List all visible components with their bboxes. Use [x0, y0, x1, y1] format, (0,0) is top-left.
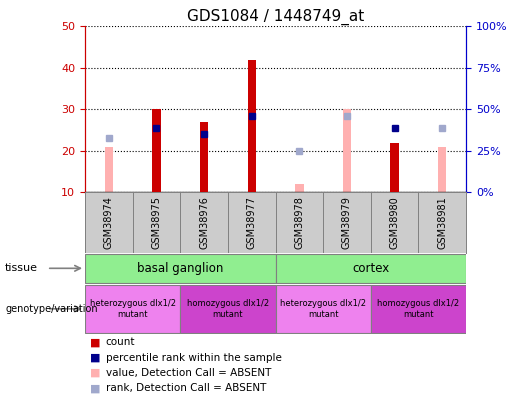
Bar: [85, 284, 180, 333]
Text: value, Detection Call = ABSENT: value, Detection Call = ABSENT: [106, 368, 271, 378]
Text: ■: ■: [90, 337, 100, 347]
Text: GSM38974: GSM38974: [104, 196, 114, 249]
Bar: [438, 147, 447, 192]
Text: heterozygous dlx1/2
mutant: heterozygous dlx1/2 mutant: [280, 299, 366, 318]
Text: GSM38977: GSM38977: [247, 196, 256, 249]
Text: homozygous dlx1/2
mutant: homozygous dlx1/2 mutant: [187, 299, 269, 318]
Bar: [248, 113, 256, 192]
Text: ■: ■: [90, 368, 100, 378]
Text: ■: ■: [90, 384, 100, 393]
Text: percentile rank within the sample: percentile rank within the sample: [106, 353, 282, 362]
Bar: [200, 122, 208, 192]
Text: GSM38978: GSM38978: [295, 196, 304, 249]
Text: count: count: [106, 337, 135, 347]
Text: homozygous dlx1/2
mutant: homozygous dlx1/2 mutant: [377, 299, 459, 318]
Text: rank, Detection Call = ABSENT: rank, Detection Call = ABSENT: [106, 384, 266, 393]
Text: basal ganglion: basal ganglion: [137, 262, 224, 275]
Text: heterozygous dlx1/2
mutant: heterozygous dlx1/2 mutant: [90, 299, 176, 318]
Text: GSM38981: GSM38981: [437, 196, 447, 249]
Bar: [276, 284, 371, 333]
Bar: [390, 143, 399, 192]
Bar: [390, 188, 399, 192]
Bar: [371, 284, 466, 333]
Text: GSM38979: GSM38979: [342, 196, 352, 249]
Text: GSM38976: GSM38976: [199, 196, 209, 249]
Bar: [248, 60, 256, 192]
Text: cortex: cortex: [352, 262, 389, 275]
Text: GSM38980: GSM38980: [390, 196, 400, 249]
Text: tissue: tissue: [5, 263, 38, 273]
Text: GSM38975: GSM38975: [151, 196, 161, 249]
Bar: [200, 134, 208, 192]
Text: ■: ■: [90, 353, 100, 362]
Bar: [343, 109, 351, 192]
Text: genotype/variation: genotype/variation: [5, 304, 98, 314]
Bar: [152, 147, 161, 192]
Title: GDS1084 / 1448749_at: GDS1084 / 1448749_at: [187, 9, 364, 25]
Bar: [152, 109, 161, 192]
Bar: [180, 284, 276, 333]
Bar: [276, 254, 466, 283]
Bar: [105, 147, 113, 192]
Bar: [85, 254, 276, 283]
Bar: [295, 184, 303, 192]
